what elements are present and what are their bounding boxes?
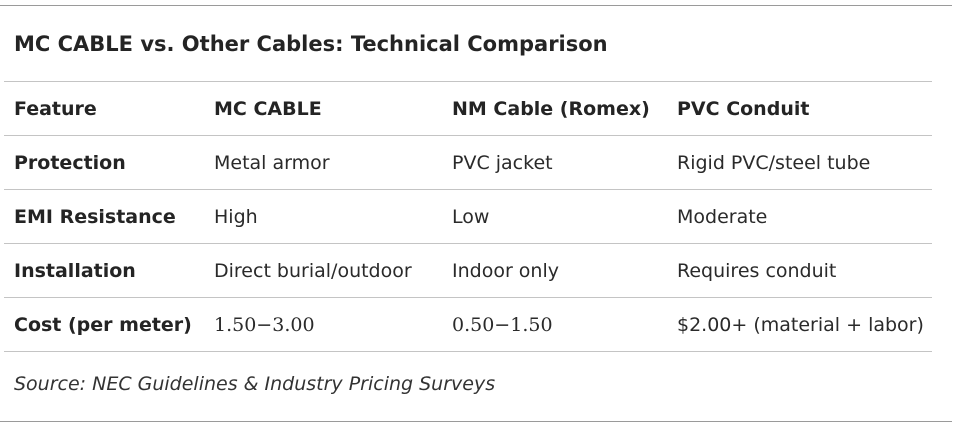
top-divider [0, 5, 952, 6]
row-label-protection: Protection [4, 135, 204, 190]
table-cell: 1.50−3.00 [204, 297, 442, 352]
table-cell: High [204, 189, 442, 244]
table-cell: 0.50−1.50 [442, 297, 667, 352]
column-header-feature: Feature [4, 81, 204, 136]
table-header-row: Feature MC CABLE NM Cable (Romex) PVC Co… [4, 81, 932, 136]
table-cell: Direct burial/outdoor [204, 243, 442, 298]
table-row: Cost (per meter) 1.50−3.00 0.50−1.50 $2.… [4, 297, 932, 352]
row-label-emi-resistance: EMI Resistance [4, 189, 204, 244]
table-row: EMI Resistance High Low Moderate [4, 189, 932, 244]
table-cell: Moderate [667, 189, 932, 244]
row-label-cost: Cost (per meter) [4, 297, 204, 352]
table-cell: Indoor only [442, 243, 667, 298]
table-cell: Requires conduit [667, 243, 932, 298]
column-header-pvc-conduit: PVC Conduit [667, 81, 932, 136]
column-header-mc-cable: MC CABLE [204, 81, 442, 136]
source-note: Source: NEC Guidelines & Industry Pricin… [14, 373, 496, 395]
table-cell: Rigid PVC/steel tube [667, 135, 932, 190]
table-cell: Metal armor [204, 135, 442, 190]
table-cell: PVC jacket [442, 135, 667, 190]
page-title: MC CABLE vs. Other Cables: Technical Com… [14, 32, 608, 56]
table-row: Installation Direct burial/outdoor Indoo… [4, 243, 932, 298]
bottom-divider [0, 421, 952, 422]
table-cell: Low [442, 189, 667, 244]
table-row: Protection Metal armor PVC jacket Rigid … [4, 135, 932, 190]
comparison-table: Feature MC CABLE NM Cable (Romex) PVC Co… [4, 81, 932, 352]
row-label-installation: Installation [4, 243, 204, 298]
column-header-nm-cable: NM Cable (Romex) [442, 81, 667, 136]
table-cell: $2.00+ (material + labor) [667, 297, 932, 352]
